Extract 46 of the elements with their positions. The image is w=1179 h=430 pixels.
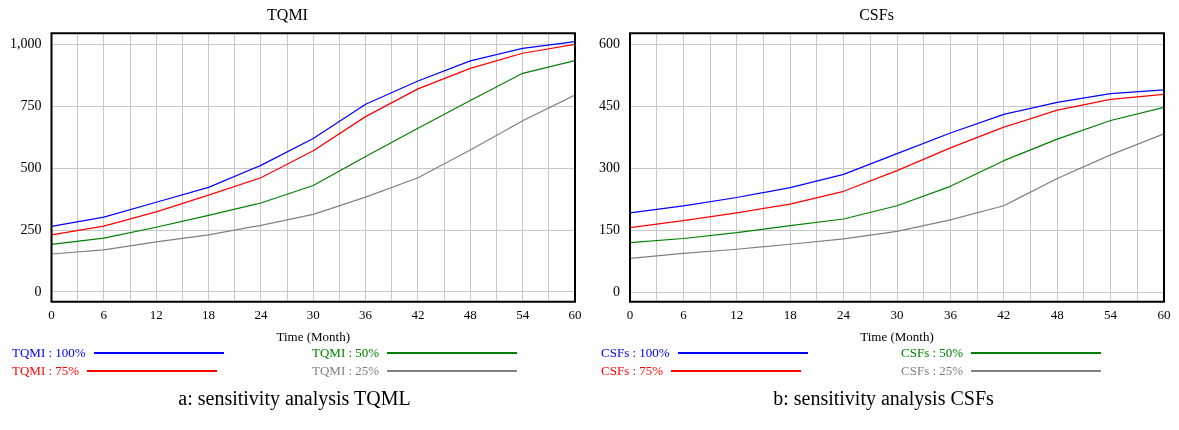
x-tick-label: 12 [730, 307, 744, 323]
x-tick-label: 36 [943, 307, 958, 323]
x-tick-label: 0 [626, 307, 634, 323]
x-axis-title: Time (Month) [276, 328, 351, 344]
x-tick-label: 30 [306, 307, 320, 323]
text: b: sensitivity analysis CSFs [772, 387, 995, 410]
x-tick-label: 30 [890, 307, 904, 323]
x-axis-title: Time (Month) [860, 328, 934, 344]
x-tick-label: 36 [359, 307, 373, 323]
x-tick-label: 48 [463, 307, 477, 323]
x-tick-label: 54 [516, 307, 530, 323]
y-tick-label: 450 [599, 98, 620, 114]
x-tick-label: 42 [411, 307, 425, 323]
x-tick-label: 6 [680, 307, 688, 323]
y-tick-label: 500 [20, 159, 42, 175]
x-tick-label: 18 [202, 307, 216, 323]
text: CSFs : 100% [601, 345, 670, 361]
y-tick-label: 0 [613, 284, 620, 300]
x-tick-label: 6 [100, 307, 108, 323]
x-tick-label: 18 [783, 307, 797, 323]
x-tick-label: 24 [837, 307, 851, 323]
x-tick-label: 54 [1104, 307, 1118, 323]
y-tick-label: 1,000 [10, 36, 42, 52]
x-tick-label: 12 [149, 307, 163, 323]
y-tick-label: 750 [20, 97, 42, 113]
text: TQMI : 75% [12, 363, 80, 379]
y-tick-label: 300 [599, 160, 620, 176]
text: CSFs : 25% [901, 363, 964, 379]
y-tick-label: 0 [34, 283, 42, 299]
text: CSFs : 75% [601, 363, 664, 379]
chart-title: TQMI [267, 5, 308, 23]
text: TQMI : 25% [312, 363, 380, 379]
x-tick-label: 0 [48, 307, 55, 323]
text: TQMI : 100% [12, 345, 86, 361]
chart-title: CSFs [859, 5, 894, 23]
x-tick-label: 60 [1157, 307, 1171, 323]
y-tick-label: 150 [599, 222, 620, 238]
x-tick-label: 48 [1050, 307, 1064, 323]
text: CSFs : 50% [901, 345, 964, 361]
text: a: sensitivity analysis TQML [177, 387, 412, 410]
x-tick-label: 24 [254, 307, 268, 323]
y-tick-label: 250 [20, 221, 42, 237]
y-tick-label: 600 [599, 36, 620, 52]
x-tick-label: 42 [997, 307, 1011, 323]
x-tick-label: 60 [568, 307, 582, 323]
text: TQMI : 50% [312, 345, 380, 361]
